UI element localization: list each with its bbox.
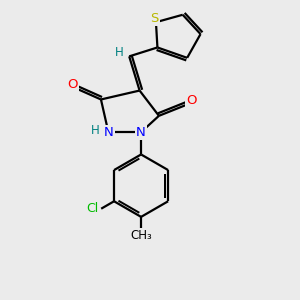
Text: Cl: Cl [86, 202, 98, 215]
Text: CH₃: CH₃ [130, 229, 152, 242]
Text: O: O [186, 94, 197, 107]
Text: H: H [115, 46, 124, 59]
Text: N: N [104, 126, 114, 139]
Text: N: N [136, 126, 146, 139]
Text: O: O [68, 78, 78, 91]
Text: S: S [150, 12, 159, 25]
Text: H: H [91, 124, 100, 137]
